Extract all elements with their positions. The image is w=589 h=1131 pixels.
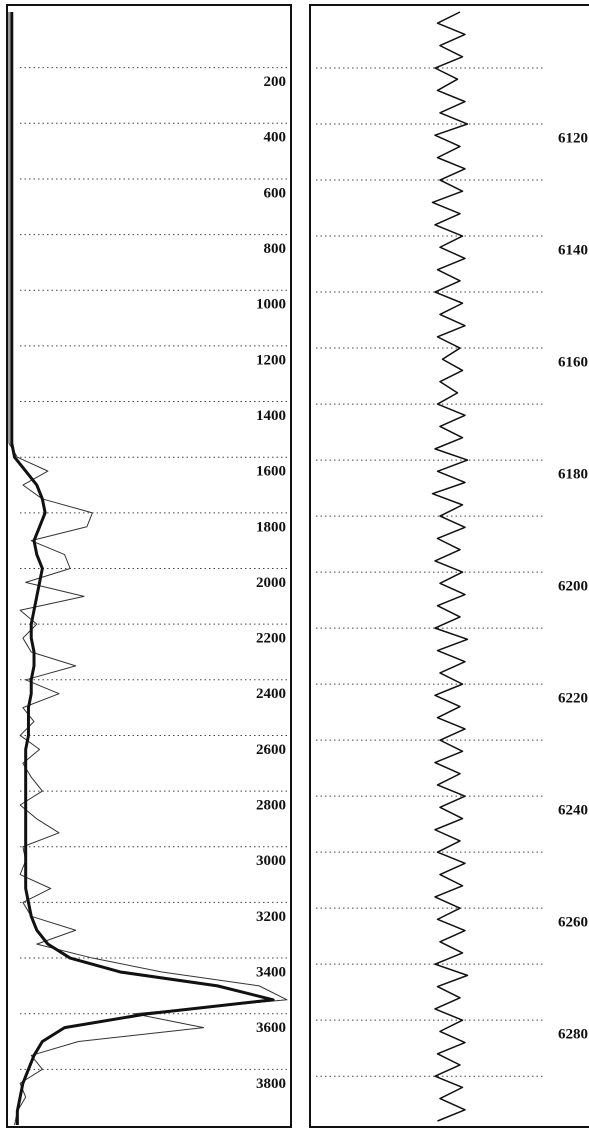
depth-tick-label: 1200: [256, 352, 286, 368]
depth-tick-label: 3600: [256, 1020, 286, 1036]
trace-line: [8, 12, 288, 1126]
depth-tick-label: 2000: [256, 575, 286, 591]
depth-tick-label: 1600: [256, 464, 286, 480]
depth-tick-label: 200: [264, 74, 287, 90]
depth-tick-label: 2800: [256, 798, 286, 814]
right-panel-frame: [309, 4, 589, 1128]
depth-tick-label: 6180: [558, 467, 588, 483]
depth-tick-label: 800: [264, 241, 287, 257]
depth-tick-label: 1800: [256, 519, 286, 535]
depth-tick-label: 6160: [558, 354, 588, 370]
depth-tick-label: 6140: [558, 242, 588, 258]
depth-tick-label: 6280: [558, 1027, 588, 1043]
depth-tick-label: 6200: [558, 579, 588, 595]
depth-tick-label: 6260: [558, 915, 588, 931]
depth-tick-label: 6220: [558, 691, 588, 707]
depth-tick-label: 400: [264, 130, 287, 146]
trace-line: [10, 12, 275, 1125]
depth-tick-label: 2400: [256, 686, 286, 702]
depth-tick-label: 3800: [256, 1076, 286, 1092]
depth-tick-label: 1000: [256, 297, 286, 313]
depth-tick-label: 6120: [558, 130, 588, 146]
trace-line: [431, 11, 469, 1122]
depth-tick-label: 3200: [256, 909, 286, 925]
depth-tick-label: 3000: [256, 853, 286, 869]
depth-tick-label: 600: [264, 185, 287, 201]
depth-tick-label: 1400: [256, 408, 286, 424]
depth-tick-label: 6240: [558, 803, 588, 819]
depth-tick-label: 2600: [256, 742, 286, 758]
depth-tick-label: 2200: [256, 631, 286, 647]
left-panel-frame: [6, 4, 292, 1128]
depth-tick-label: 3400: [256, 964, 286, 980]
